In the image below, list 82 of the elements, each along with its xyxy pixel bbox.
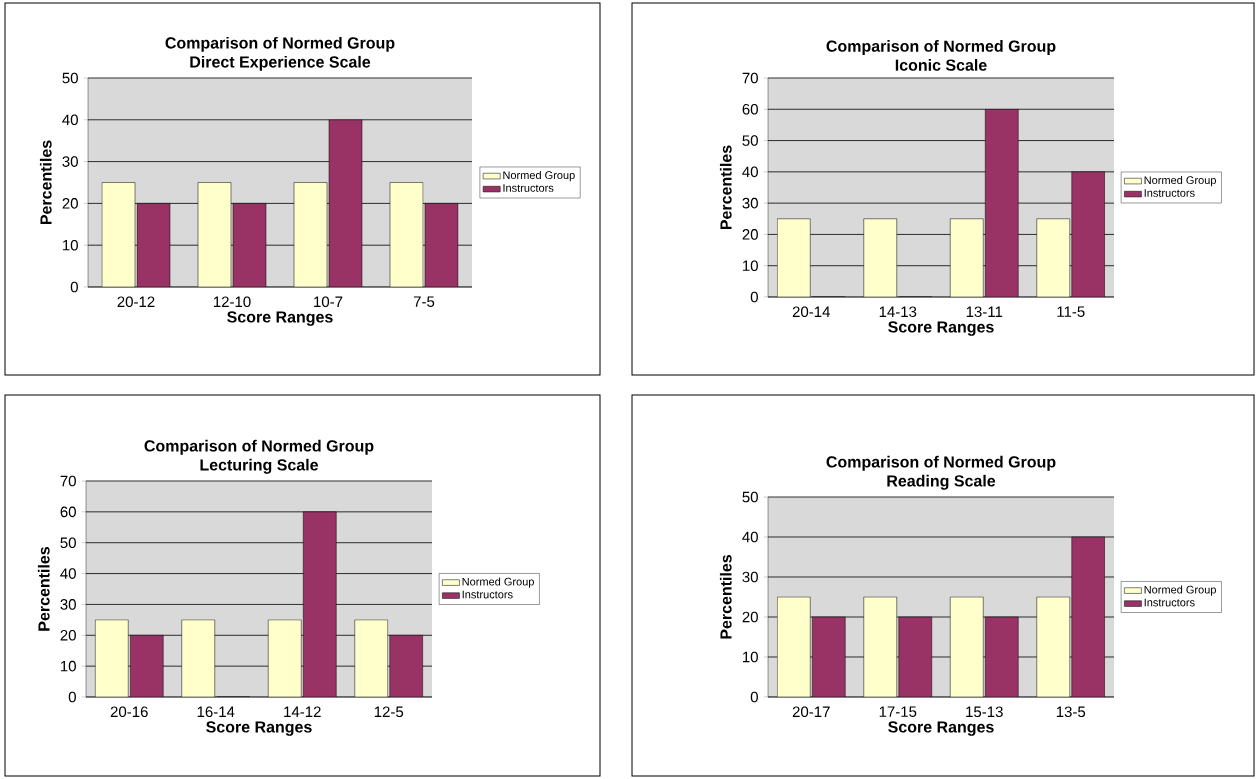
bar <box>863 218 897 297</box>
x-tick-label: 20-14 <box>792 306 830 318</box>
y-tick-label: 40 <box>62 114 78 126</box>
x-tick-label: 13-5 <box>1056 706 1086 718</box>
y-tick-label: 70 <box>60 475 76 487</box>
x-tick-label: 14-12 <box>284 706 321 717</box>
y-tick-label: 10 <box>743 260 758 272</box>
x-tick-label: 7-5 <box>413 296 435 307</box>
y-tick-label: 50 <box>60 537 76 549</box>
y-tick-label: 30 <box>62 156 78 167</box>
y-tick-label: 0 <box>750 291 758 303</box>
y-tick-label: 10 <box>743 651 758 663</box>
y-tick-label: 10 <box>62 239 78 251</box>
bar <box>777 597 811 697</box>
y-tick-label: 30 <box>60 599 76 610</box>
bar <box>777 218 811 297</box>
bar <box>863 597 897 697</box>
x-axis-title: Score Ranges <box>206 721 312 736</box>
y-tick-label: 0 <box>68 691 76 703</box>
y-tick-label: 30 <box>742 197 758 209</box>
x-tick-label: 14-13 <box>879 306 917 318</box>
x-axis-title: Score Ranges <box>888 721 994 736</box>
legend-label: Normed Group <box>1144 175 1216 187</box>
x-axis-title: Score Ranges <box>227 311 333 326</box>
bar <box>950 218 984 297</box>
y-axis-title: Percentiles <box>719 145 732 230</box>
y-tick-label: 0 <box>750 691 758 703</box>
y-tick-label: 0 <box>70 281 78 293</box>
x-tick-label: 20-17 <box>792 706 830 718</box>
x-tick-label: 17-15 <box>879 706 917 717</box>
bar <box>985 617 1019 697</box>
bar <box>812 617 846 697</box>
x-axis-title: Score Ranges <box>888 321 994 336</box>
legend-label: Normed Group <box>1144 585 1216 596</box>
chart-title: Comparison of Normed Group <box>165 36 395 52</box>
x-tick-label: 20-16 <box>110 706 148 718</box>
y-tick-label: 20 <box>62 198 78 209</box>
y-tick-label: 10 <box>60 660 76 672</box>
y-tick-label: 50 <box>62 72 78 84</box>
bar <box>1071 171 1106 297</box>
legend-label: Instructors <box>1144 598 1195 607</box>
legend-label: Normed Group <box>503 170 575 182</box>
y-tick-label: 70 <box>742 72 758 84</box>
x-tick-label: 15-13 <box>966 706 1003 718</box>
y-tick-label: 20 <box>742 229 758 240</box>
chart-subtitle: Reading Scale <box>887 474 996 490</box>
y-tick-label: 50 <box>742 135 758 146</box>
x-tick-label: 13-11 <box>966 306 1003 318</box>
y-axis-title: Percentiles <box>37 546 50 631</box>
y-tick-label: 60 <box>60 506 76 518</box>
x-tick-label: 16-14 <box>197 706 235 718</box>
bar <box>985 109 1019 297</box>
y-tick-label: 40 <box>742 166 758 178</box>
x-tick-label: 20-12 <box>117 296 155 308</box>
y-tick-label: 20 <box>60 629 76 641</box>
legend-label: Instructors <box>462 590 513 599</box>
bar <box>898 617 932 697</box>
x-tick-label: 11-5 <box>1057 306 1085 317</box>
x-tick-label: 12-10 <box>213 296 251 308</box>
bar <box>950 597 984 697</box>
chart-title: Comparison of Normed Group <box>144 439 374 455</box>
chart-title: Comparison of Normed Group <box>826 455 1056 471</box>
legend-label: Normed Group <box>462 577 534 588</box>
y-axis-title: Percentiles <box>719 554 732 639</box>
y-tick-label: 40 <box>60 568 76 579</box>
chart-title: Comparison of Normed Group <box>826 40 1056 55</box>
bar <box>1036 218 1071 297</box>
x-tick-label: 12-5 <box>374 706 404 718</box>
chart-subtitle: Direct Experience Scale <box>190 55 371 71</box>
y-tick-label: 30 <box>742 571 758 583</box>
y-tick-label: 50 <box>742 491 758 503</box>
bar <box>1036 596 1071 697</box>
y-tick-label: 60 <box>742 103 758 115</box>
legend-label: Instructors <box>503 184 554 192</box>
chart-subtitle: Lecturing Scale <box>200 458 319 474</box>
y-axis-title: Percentiles <box>39 140 52 225</box>
y-tick-label: 40 <box>742 531 758 543</box>
bar <box>1071 536 1106 697</box>
x-tick-label: 10-7 <box>314 296 343 308</box>
y-tick-label: 20 <box>742 611 758 623</box>
legend-label: Instructors <box>1144 189 1195 197</box>
chart-subtitle: Iconic Scale <box>895 59 987 71</box>
